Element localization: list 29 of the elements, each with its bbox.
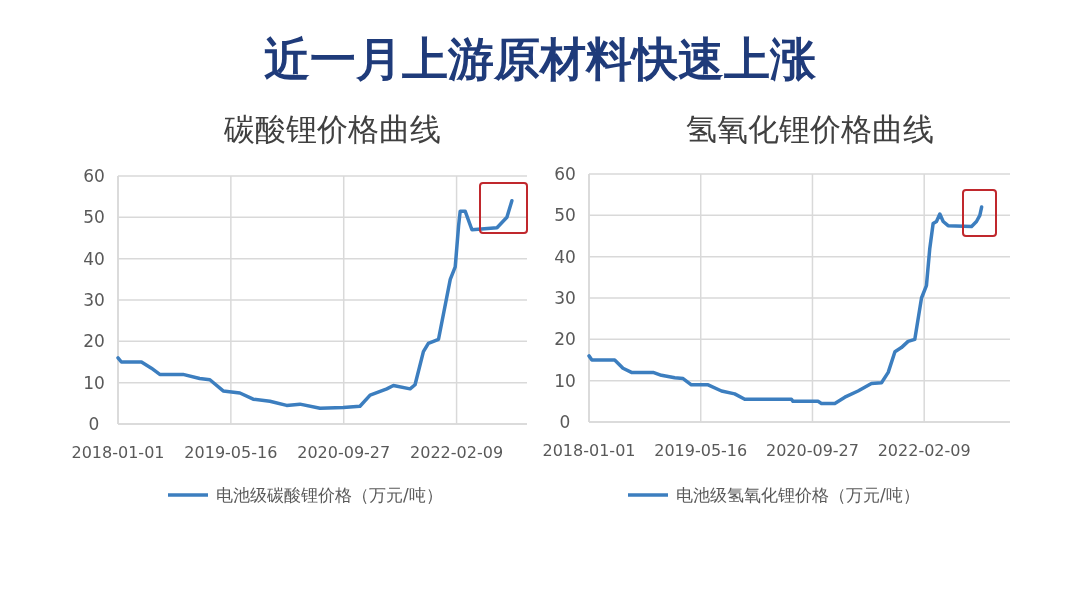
text: 近一月上游原材料快速上涨	[264, 32, 817, 86]
line-series	[116, 199, 514, 411]
y-tick-label: 10	[83, 372, 105, 393]
y-tick-label: 0	[88, 414, 100, 434]
legend-label: 电池级碳酸锂价格（万元/吨）	[216, 485, 443, 505]
x-tick-label: 2018-01-01	[542, 441, 636, 460]
line-series	[587, 205, 984, 406]
x-tick-label: 2019-05-16	[654, 441, 748, 460]
legend-label: 电池级氢氧化锂价格（万元/吨）	[676, 485, 920, 505]
y-tick-label: 60	[554, 164, 576, 184]
x-tick-label: 2020-09-27	[297, 443, 391, 462]
y-tick-label: 10	[554, 370, 576, 391]
y-tick-label: 40	[554, 246, 576, 267]
y-tick-label: 20	[83, 331, 105, 352]
y-tick-label: 30	[554, 288, 576, 308]
chart-title: 氢氧化锂价格曲线	[685, 111, 934, 147]
x-tick-label: 2019-05-16	[184, 443, 278, 462]
y-tick-label: 50	[554, 205, 576, 226]
x-tick-label: 2022-02-09	[410, 443, 504, 462]
y-tick-label: 20	[554, 329, 576, 350]
y-tick-label: 0	[559, 412, 571, 432]
y-tick-label: 40	[83, 248, 105, 269]
x-tick-label: 2020-09-27	[765, 441, 859, 460]
y-tick-label: 50	[83, 207, 105, 228]
y-tick-label: 60	[83, 166, 105, 186]
y-tick-label: 30	[83, 290, 105, 310]
chart-title: 碳酸锂价格曲线	[223, 111, 441, 147]
x-tick-label: 2022-02-09	[877, 441, 971, 460]
x-tick-label: 2018-01-01	[71, 443, 165, 462]
